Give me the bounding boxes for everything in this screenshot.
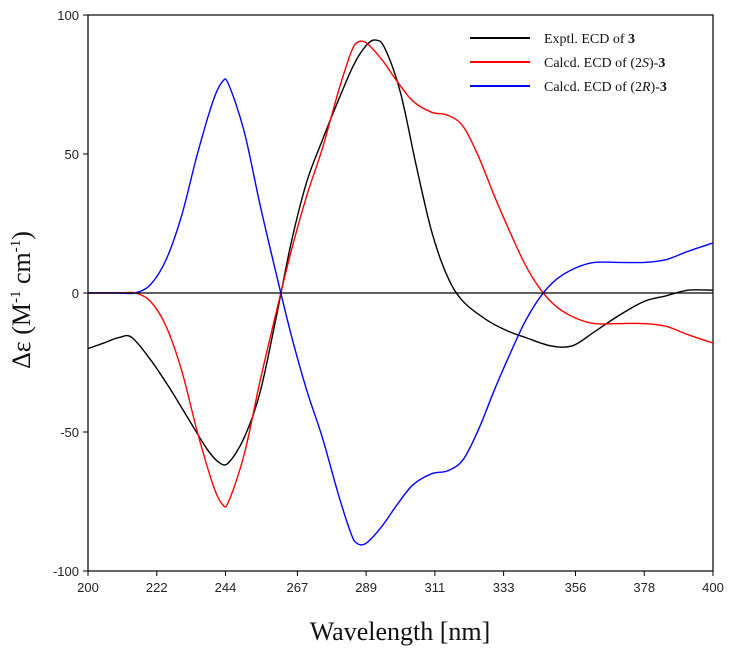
x-tick-label-400: 400 [702,580,724,595]
x-tick-label-289: 289 [355,580,377,595]
y-axis-title-suffix: ) [7,231,36,240]
series-line-1 [87,40,714,508]
x-tick-label-244: 244 [215,580,237,595]
y-axis-title-sup1: -1 [8,291,24,304]
y-axis-title-sup2: -1 [8,240,24,253]
legend: Exptl. ECD of 3 Calcd. ECD of (2S)-3 Calcd… [470,32,667,95]
legend-label-0: Exptl. ECD of 3 [544,32,635,47]
legend-label-2: Calcd. ECD of (2R)-3 [544,80,667,95]
series-line-2 [87,78,714,546]
series-line-0 [87,39,714,466]
x-tick-label-333: 333 [493,580,515,595]
y-axis-title: Δε (M-1 cm-1) [7,231,36,369]
x-tick-label-311: 311 [425,580,446,595]
x-tick-label-378: 378 [633,580,655,595]
y-tick-label--50: -50 [60,425,79,440]
y-tick-label-50: 50 [65,147,79,162]
ticks-layer: 200 222 244 267 289 311 333 356 378 400 100 50 0 -50 -… [53,8,724,595]
legend-label-1: Calcd. ECD of (2S)-3 [544,56,665,71]
y-tick-label-100: 100 [57,8,79,23]
x-tick-label-222: 222 [146,580,168,595]
x-axis-title: Wavelength [nm] [310,617,491,646]
y-tick-label--100: -100 [53,564,79,579]
series-layer [87,39,714,546]
y-axis-title-prefix: Δε (M [7,303,36,369]
x-tick-label-356: 356 [565,580,587,595]
x-tick-label-267: 267 [287,580,309,595]
x-tick-label-200: 200 [77,580,99,595]
y-axis-title-mid: cm [7,252,36,290]
y-tick-label-0: 0 [72,286,79,301]
